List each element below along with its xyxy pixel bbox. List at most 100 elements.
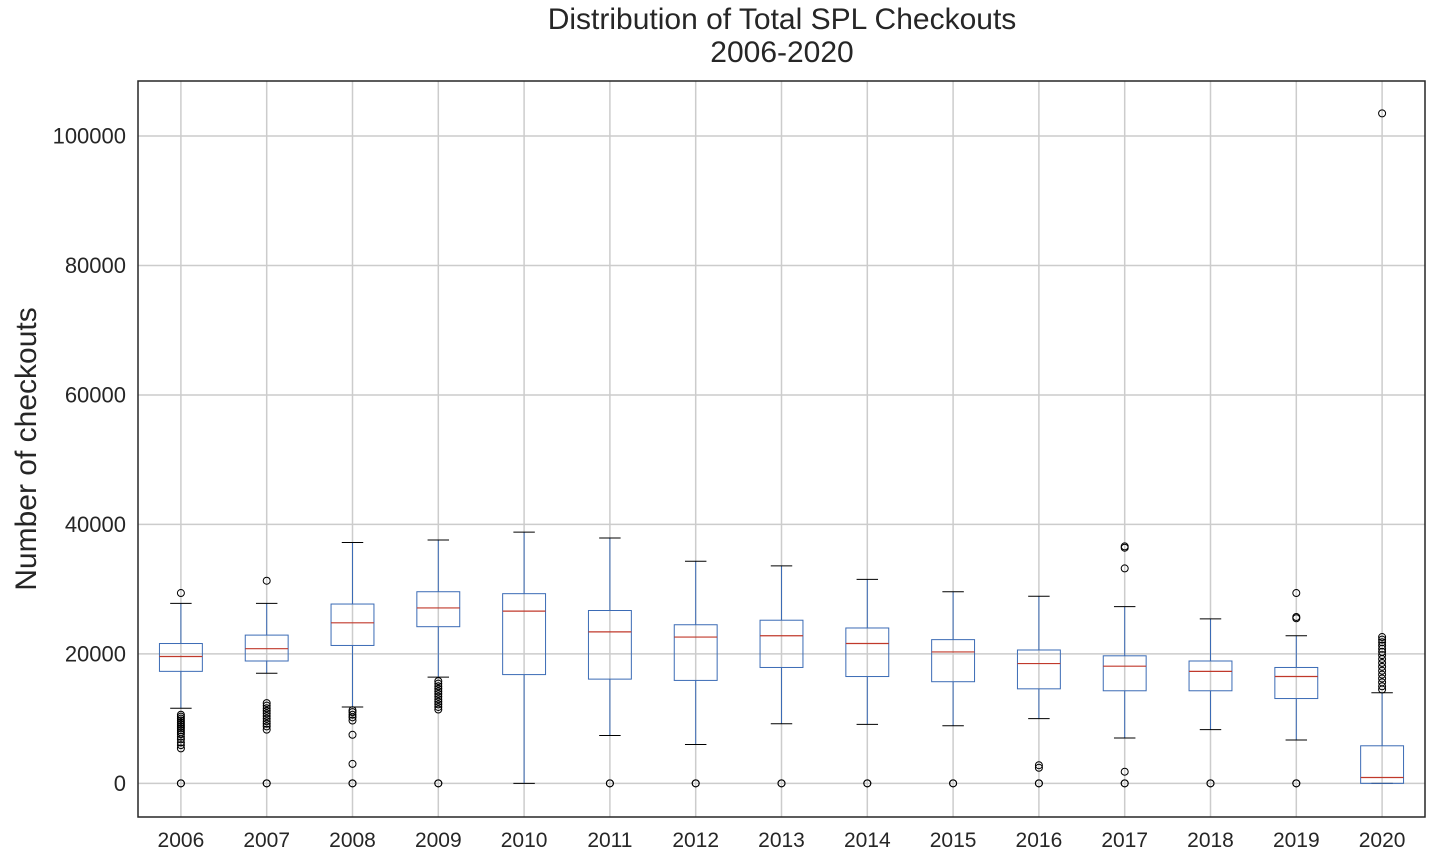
outlier-point (176, 735, 185, 744)
outlier-point (1120, 767, 1129, 776)
x-tick-label: 2018 (1187, 829, 1234, 852)
outlier-point (434, 682, 443, 691)
outlier-point (1378, 662, 1387, 671)
x-tick-label: 2019 (1273, 829, 1320, 852)
x-tick-label: 2015 (930, 829, 977, 852)
outlier-point (348, 713, 357, 722)
outlier-point (176, 732, 185, 741)
iqr-box (1102, 655, 1147, 692)
iqr-box (1274, 666, 1319, 700)
y-tick-label: 20000 (65, 641, 126, 666)
iqr-box (502, 593, 547, 676)
outlier-point (348, 716, 357, 725)
outlier-point (1378, 658, 1387, 667)
outlier-point (348, 708, 357, 717)
iqr-box (416, 591, 461, 628)
outlier-point (176, 744, 185, 753)
x-tick-labels: 2006 2007 2008 2009 2010 2011 2012 2013 2014 2015… (158, 829, 1406, 852)
box-2019 (1274, 589, 1319, 788)
outlier-point (434, 677, 443, 686)
outlier-point (434, 690, 443, 699)
box-2015 (931, 591, 976, 788)
outlier-point (434, 687, 443, 696)
iqr-box (158, 643, 203, 672)
outlier-point (434, 684, 443, 693)
outlier-point (1378, 109, 1387, 118)
box-2006 (158, 589, 203, 788)
outlier-point (348, 730, 357, 739)
outlier-point (434, 702, 443, 711)
outlier-point (262, 722, 271, 731)
outlier-point (176, 779, 185, 788)
iqr-box (1016, 649, 1061, 690)
outlier-point (176, 718, 185, 727)
y-tick-label: 80000 (65, 253, 126, 278)
outlier-point (262, 719, 271, 728)
box-2007 (244, 576, 289, 788)
outlier-point (1034, 763, 1043, 772)
outlier-point (262, 576, 271, 585)
outlier-point (262, 779, 271, 788)
outlier-point (434, 695, 443, 704)
outlier-point (434, 700, 443, 709)
outlier-point (691, 779, 700, 788)
x-tick-label: 2014 (844, 829, 891, 852)
outlier-point (176, 726, 185, 735)
outlier-point (1378, 635, 1387, 644)
outlier-point (176, 724, 185, 733)
box-2012 (673, 560, 718, 788)
box-2011 (587, 537, 632, 788)
outlier-point (176, 714, 185, 723)
outlier-point (1378, 644, 1387, 653)
outlier-point (176, 716, 185, 725)
box-2017 (1102, 542, 1147, 788)
outlier-point (262, 704, 271, 713)
outlier-point (348, 710, 357, 719)
outlier-point (1378, 641, 1387, 650)
x-tick-label: 2010 (501, 829, 548, 852)
outlier-point (1120, 543, 1129, 552)
iqr-box (587, 610, 632, 680)
y-tick-label: 0 (114, 771, 126, 796)
y-tick-label: 40000 (65, 512, 126, 537)
outlier-point (1378, 682, 1387, 691)
x-tick-label: 2020 (1359, 829, 1406, 852)
outlier-point (1292, 614, 1301, 623)
outlier-point (262, 714, 271, 723)
iqr-box (330, 603, 375, 646)
outlier-point (1292, 779, 1301, 788)
box-2020 (1360, 109, 1405, 784)
iqr-box (673, 624, 718, 681)
outlier-point (1378, 666, 1387, 675)
box-2016 (1016, 595, 1061, 788)
outlier-point (262, 712, 271, 721)
outlier-point (949, 779, 958, 788)
y-tick-label: 60000 (65, 382, 126, 407)
x-tick-label: 2007 (243, 829, 290, 852)
x-tick-label: 2008 (329, 829, 376, 852)
outlier-point (176, 589, 185, 598)
outlier-point (262, 701, 271, 710)
outlier-point (262, 699, 271, 708)
outlier-point (262, 709, 271, 718)
x-tick-label: 2011 (587, 829, 632, 852)
outlier-point (434, 679, 443, 688)
box-2008 (330, 542, 375, 788)
outlier-point (262, 725, 271, 734)
outlier-point (1378, 633, 1387, 642)
outlier-point (434, 705, 443, 714)
outlier-point (1378, 670, 1387, 679)
chart-title-line2: 2006-2020 (710, 36, 853, 69)
iqr-box (1188, 660, 1233, 692)
y-tick-label: 100000 (53, 124, 126, 149)
outlier-point (1378, 651, 1387, 660)
box-2013 (759, 565, 804, 788)
iqr-box (1360, 745, 1405, 784)
iqr-box (845, 627, 890, 678)
chart-title-line1: Distribution of Total SPL Checkouts (548, 3, 1017, 36)
outlier-point (605, 779, 614, 788)
outlier-point (1120, 564, 1129, 573)
box-2018 (1188, 618, 1233, 788)
outlier-point (434, 697, 443, 706)
